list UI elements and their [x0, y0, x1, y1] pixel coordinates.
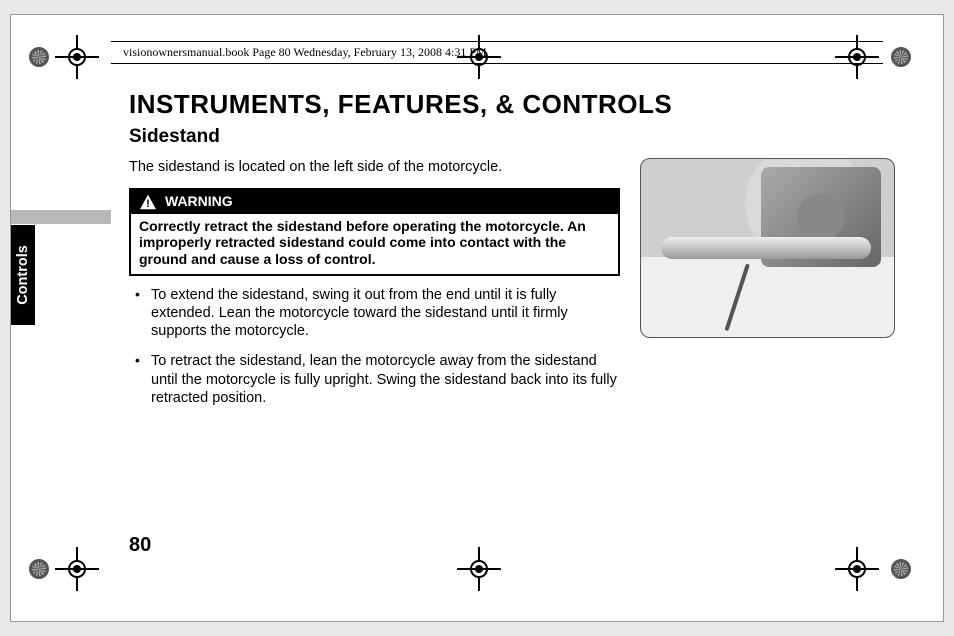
crop-mark-icon: [841, 547, 885, 591]
crop-mark-icon: [29, 547, 73, 591]
content-area: INSTRUMENTS, FEATURES, & CONTROLS Sidest…: [129, 89, 895, 419]
text-column: The sidestand is located on the left sid…: [129, 158, 620, 419]
bullet-list: To extend the sidestand, swing it out fr…: [129, 286, 620, 407]
sidestand-photo: [640, 158, 895, 338]
two-column-layout: The sidestand is located on the left sid…: [129, 158, 895, 419]
page: visionownersmanual.book Page 80 Wednesda…: [10, 14, 944, 622]
section-heading: Sidestand: [129, 126, 895, 148]
header-rule: [111, 41, 883, 42]
intro-paragraph: The sidestand is located on the left sid…: [129, 158, 620, 176]
warning-label: WARNING: [165, 193, 233, 211]
section-tab: Controls: [11, 225, 35, 325]
page-title: INSTRUMENTS, FEATURES, & CONTROLS: [129, 89, 895, 120]
warning-box: ! WARNING Correctly retract the sidestan…: [129, 188, 620, 276]
crop-mark-icon: [29, 35, 73, 79]
page-number: 80: [129, 534, 151, 557]
image-column: [640, 158, 895, 419]
side-tab-shadow: [11, 210, 111, 224]
header-filename: visionownersmanual.book Page 80 Wednesda…: [123, 45, 487, 60]
warning-body: Correctly retract the sidestand before o…: [131, 214, 618, 274]
svg-text:!: !: [146, 198, 150, 210]
warning-header: ! WARNING: [131, 190, 618, 214]
section-tab-label: Controls: [15, 245, 31, 305]
crop-mark-icon: [431, 547, 475, 591]
warning-triangle-icon: !: [139, 194, 157, 210]
list-item: To retract the sidestand, lean the motor…: [129, 352, 620, 406]
header-rule: [111, 63, 883, 64]
list-item: To extend the sidestand, swing it out fr…: [129, 286, 620, 340]
